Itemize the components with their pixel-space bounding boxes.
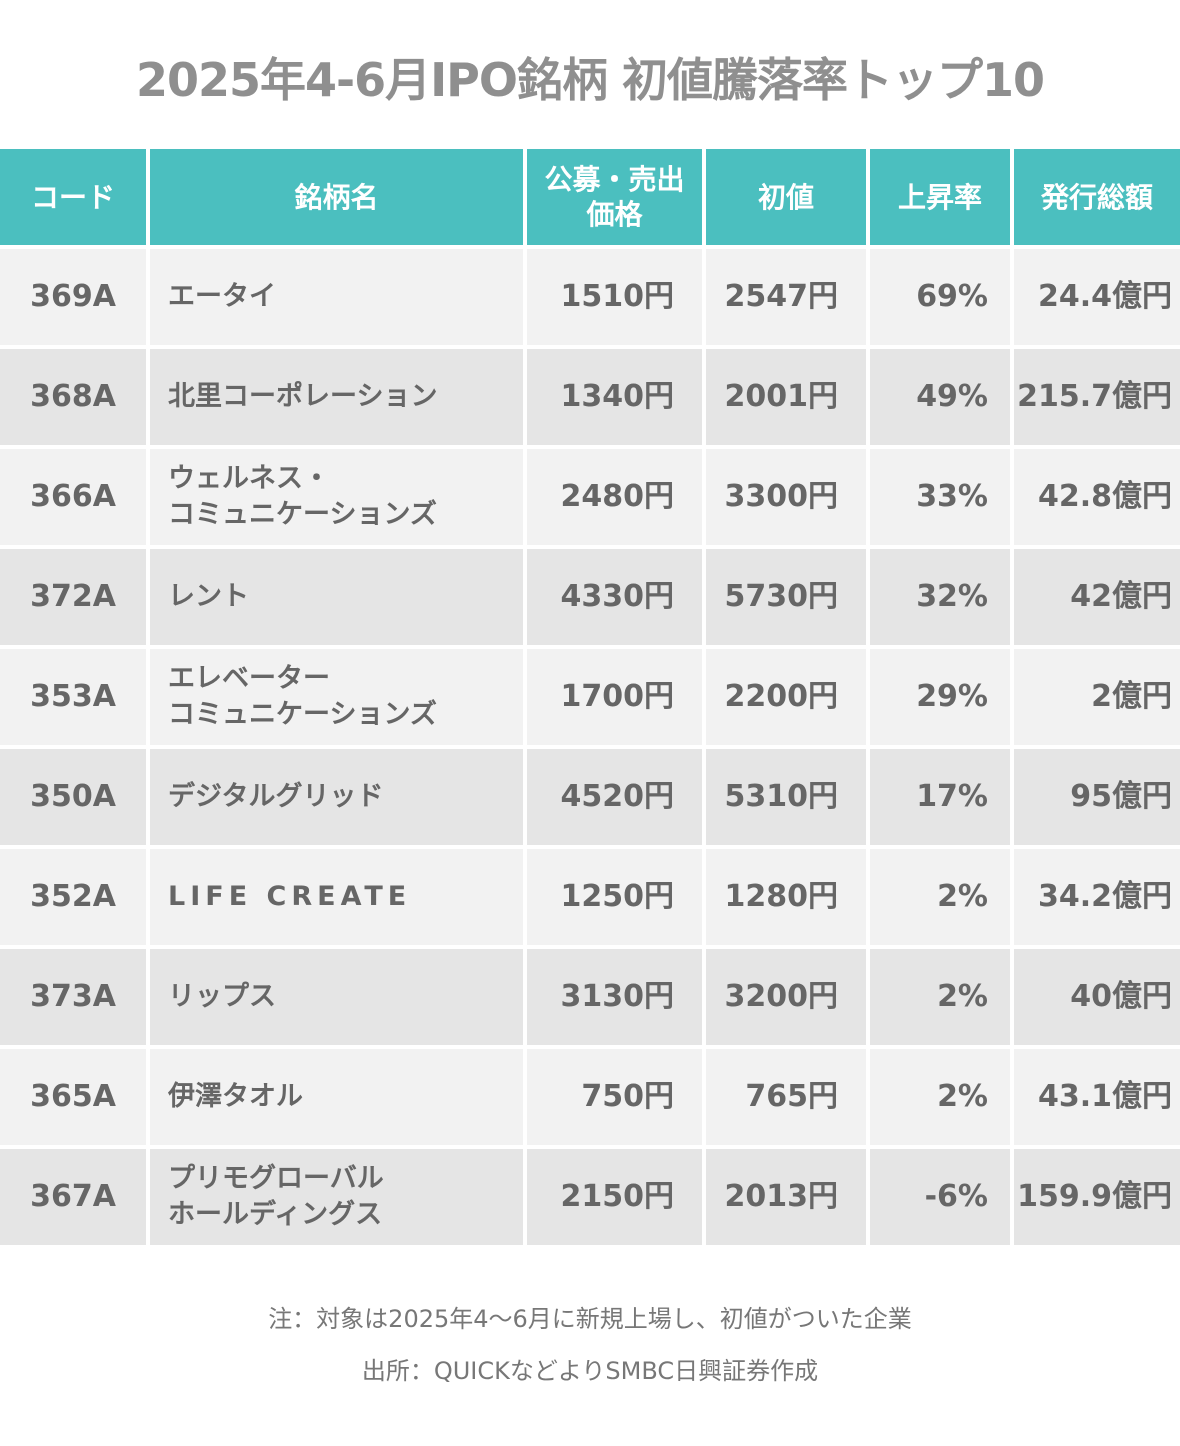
cell-initial-price: 2547円 (706, 249, 866, 345)
cell-rise-rate: 2% (870, 1049, 1010, 1145)
cell-code: 373A (0, 949, 146, 1045)
cell-initial-price: 2013円 (706, 1149, 866, 1245)
cell-rise-rate: 33% (870, 449, 1010, 545)
cell-offer-price: 4330円 (527, 549, 702, 645)
cell-issue-amount: 95億円 (1014, 749, 1180, 845)
cell-issue-amount: 24.4億円 (1014, 249, 1180, 345)
cell-name: ウェルネス・ コミュニケーションズ (150, 449, 523, 545)
cell-initial-price: 2001円 (706, 349, 866, 445)
ipo-table: コード 銘柄名 公募・売出 価格 初値 上昇率 発行総額 369A エータイ 1510円 2547… (0, 149, 1180, 1245)
notes: 注：対象は2025年4～6月に新規上場し、初値がついた企業 出所：QUICKなど… (0, 1293, 1180, 1397)
header-initial-price: 初値 (706, 149, 866, 245)
cell-initial-price: 765円 (706, 1049, 866, 1145)
cell-rise-rate: 69% (870, 249, 1010, 345)
cell-rise-rate: 32% (870, 549, 1010, 645)
cell-code: 365A (0, 1049, 146, 1145)
cell-name: エータイ (150, 249, 523, 345)
cell-offer-price: 4520円 (527, 749, 702, 845)
cell-name: デジタルグリッド (150, 749, 523, 845)
cell-issue-amount: 159.9億円 (1014, 1149, 1180, 1245)
cell-rise-rate: 2% (870, 849, 1010, 945)
cell-issue-amount: 42.8億円 (1014, 449, 1180, 545)
header-issue-amount: 発行総額 (1014, 149, 1180, 245)
cell-offer-price: 1250円 (527, 849, 702, 945)
cell-initial-price: 3200円 (706, 949, 866, 1045)
cell-offer-price: 3130円 (527, 949, 702, 1045)
cell-code: 352A (0, 849, 146, 945)
cell-code: 350A (0, 749, 146, 845)
cell-name: エレベーター コミュニケーションズ (150, 649, 523, 745)
cell-issue-amount: 215.7億円 (1014, 349, 1180, 445)
cell-rise-rate: 2% (870, 949, 1010, 1045)
cell-code: 368A (0, 349, 146, 445)
cell-code: 372A (0, 549, 146, 645)
cell-rise-rate: 29% (870, 649, 1010, 745)
cell-initial-price: 5310円 (706, 749, 866, 845)
cell-initial-price: 1280円 (706, 849, 866, 945)
cell-offer-price: 1700円 (527, 649, 702, 745)
cell-issue-amount: 40億円 (1014, 949, 1180, 1045)
cell-offer-price: 1510円 (527, 249, 702, 345)
cell-name: 伊澤タオル (150, 1049, 523, 1145)
cell-rise-rate: 17% (870, 749, 1010, 845)
cell-code: 353A (0, 649, 146, 745)
cell-initial-price: 5730円 (706, 549, 866, 645)
cell-name: レント (150, 549, 523, 645)
cell-initial-price: 2200円 (706, 649, 866, 745)
page-title: 2025年4-6月IPO銘柄 初値騰落率トップ10 (135, 53, 1045, 107)
cell-name: リップス (150, 949, 523, 1045)
cell-offer-price: 2480円 (527, 449, 702, 545)
cell-name: プリモグローバル ホールディングス (150, 1149, 523, 1245)
cell-offer-price: 1340円 (527, 349, 702, 445)
cell-code: 369A (0, 249, 146, 345)
cell-issue-amount: 34.2億円 (1014, 849, 1180, 945)
header-rise-rate: 上昇率 (870, 149, 1010, 245)
cell-rise-rate: 49% (870, 349, 1010, 445)
cell-code: 366A (0, 449, 146, 545)
cell-initial-price: 3300円 (706, 449, 866, 545)
cell-issue-amount: 43.1億円 (1014, 1049, 1180, 1145)
note-target: 注：対象は2025年4～6月に新規上場し、初値がついた企業 (268, 1305, 912, 1333)
cell-offer-price: 750円 (527, 1049, 702, 1145)
cell-offer-price: 2150円 (527, 1149, 702, 1245)
note-source: 出所：QUICKなどよりSMBC日興証券作成 (361, 1357, 819, 1385)
cell-name: 北里コーポレーション (150, 349, 523, 445)
cell-code: 367A (0, 1149, 146, 1245)
header-offer-price: 公募・売出 価格 (527, 149, 702, 245)
cell-name: LIFE CREATE (150, 849, 523, 945)
cell-issue-amount: 2億円 (1014, 649, 1180, 745)
cell-issue-amount: 42億円 (1014, 549, 1180, 645)
header-name: 銘柄名 (150, 149, 523, 245)
header-code: コード (0, 149, 146, 245)
cell-rise-rate: -6% (870, 1149, 1010, 1245)
